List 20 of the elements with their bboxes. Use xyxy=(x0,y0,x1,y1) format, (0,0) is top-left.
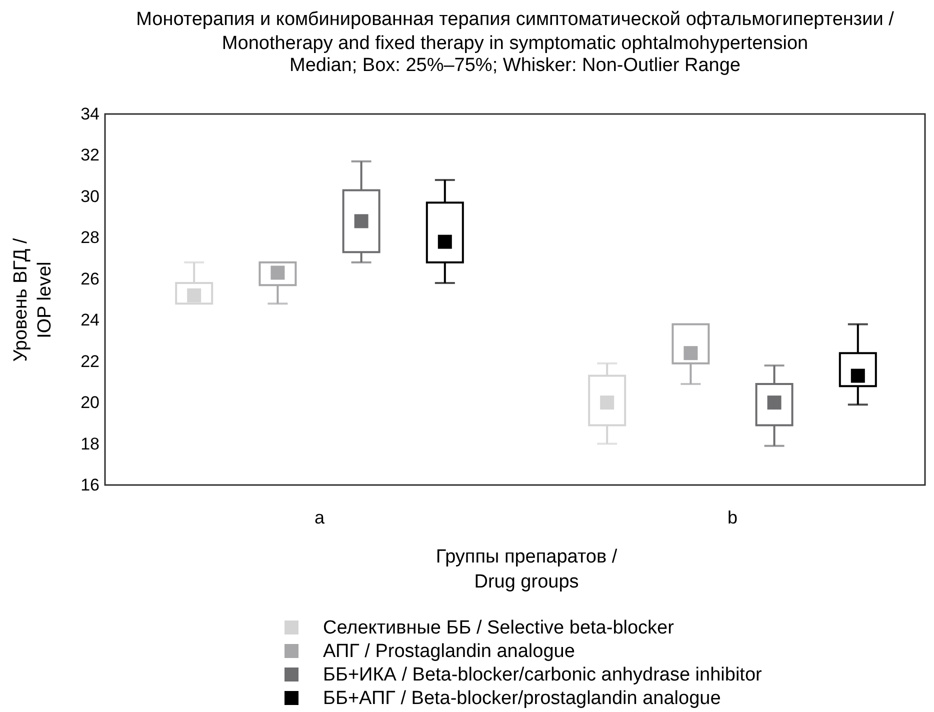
y-tick-label: 32 xyxy=(80,146,100,165)
chart-subtitle: Median; Box: 25%–75%; Whisker: Non-Outlier Range xyxy=(290,55,740,76)
y-tick-label: 16 xyxy=(80,476,100,494)
x-tick-label: b xyxy=(727,508,738,528)
y-tick-label: 34 xyxy=(80,104,100,124)
x-tick-label: a xyxy=(314,508,326,528)
y-tick-label: 26 xyxy=(80,269,100,288)
y-tick-label: 24 xyxy=(80,310,100,330)
legend-label: ББ+АПГ / Beta-blocker/prostaglandin analogue xyxy=(323,688,721,709)
y-tick-label: 18 xyxy=(80,434,100,454)
chart-title: Монотерапия и комбинированная терапия симптоматической офтальмогипертензии / Monotherapy and fixed therapy in symptomatic ophtalmohypertension xyxy=(136,9,895,54)
y-axis-title: Уровень ВГД / IOP level xyxy=(10,237,56,362)
x-axis-title: Группы препаратов / Drug groups xyxy=(436,546,618,592)
legend-label: Селективные ББ / Selective beta-blocker xyxy=(323,618,675,638)
y-tick-label: 22 xyxy=(80,352,100,371)
y-tick-label: 30 xyxy=(80,186,100,206)
y-tick-label: 28 xyxy=(80,228,100,248)
legend-label: ББ+ИКА / Beta-blocker/carbonic anhydrase inhibitor xyxy=(323,664,763,686)
legend-label: АПГ / Prostaglandin analogue xyxy=(323,641,575,662)
y-tick-label: 20 xyxy=(80,393,100,412)
